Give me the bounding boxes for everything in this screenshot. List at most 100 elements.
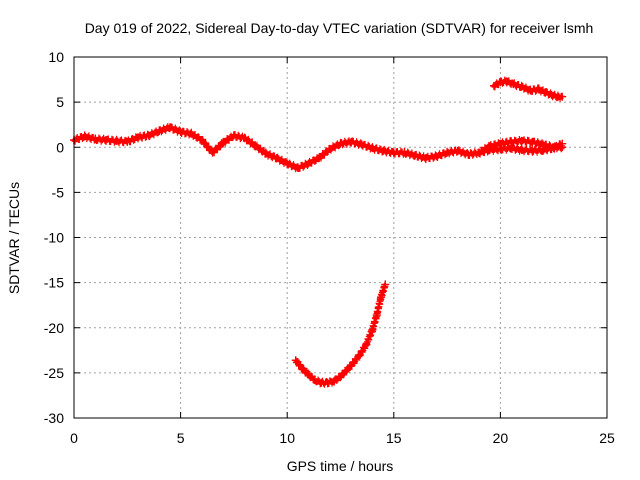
series-track	[292, 282, 389, 388]
data-point	[464, 150, 473, 159]
data-point	[293, 164, 302, 173]
series-track-lower-branch	[475, 139, 567, 158]
data-point	[310, 376, 319, 385]
x-tick-label: 20	[493, 430, 509, 446]
data-point	[547, 90, 556, 99]
x-axis-label: GPS time / hours	[287, 458, 394, 474]
data-point	[517, 145, 526, 154]
y-tick-label: 0	[56, 139, 64, 155]
data-point	[298, 364, 307, 373]
data-point	[272, 154, 281, 163]
x-tick-label: 10	[279, 430, 295, 446]
y-tick-label: -5	[52, 184, 65, 200]
data-point	[112, 136, 121, 145]
y-tick-label: -15	[44, 275, 64, 291]
data-point	[509, 80, 518, 89]
data-point	[502, 77, 511, 86]
data-point	[368, 144, 377, 153]
series-track	[490, 76, 565, 102]
data-point	[330, 376, 339, 385]
data-point	[304, 159, 313, 168]
data-point	[400, 148, 409, 157]
data-point	[528, 137, 537, 146]
data-point	[304, 370, 313, 379]
data-point	[528, 146, 537, 155]
data-point	[453, 146, 462, 155]
data-point	[165, 123, 174, 132]
data-point	[389, 148, 398, 157]
data-point	[558, 139, 567, 148]
y-tick-label: 10	[48, 49, 64, 65]
data-point	[372, 311, 381, 320]
data-point	[144, 131, 153, 140]
data-point	[496, 145, 505, 154]
data-point	[187, 129, 196, 138]
data-point	[325, 145, 334, 154]
series-track-upper	[490, 76, 567, 102]
data-point	[101, 136, 110, 145]
data-point	[342, 366, 351, 375]
data-point	[176, 127, 185, 136]
data-point	[539, 145, 548, 154]
data-point	[381, 280, 390, 289]
y-tick-label: -25	[44, 365, 64, 381]
data-point	[517, 82, 526, 91]
data-point	[549, 144, 558, 153]
x-tick-label: 5	[177, 430, 185, 446]
y-tick-label: -10	[44, 230, 64, 246]
data-point	[443, 148, 452, 157]
data-point	[526, 86, 535, 95]
data-point	[558, 92, 567, 101]
data-point	[517, 136, 526, 145]
data-point	[123, 137, 132, 146]
data-point	[349, 358, 358, 367]
data-point	[541, 88, 550, 97]
grid-lines	[74, 57, 607, 418]
data-point	[475, 148, 484, 157]
x-tick-label: 0	[70, 430, 78, 446]
data-point	[485, 145, 494, 154]
data-point	[80, 132, 89, 141]
data-point	[336, 372, 345, 381]
data-point	[208, 148, 217, 157]
data-point	[291, 356, 300, 365]
data-point	[411, 151, 420, 160]
x-tick-label: 15	[386, 430, 402, 446]
data-point	[315, 154, 324, 163]
data-point	[432, 152, 441, 161]
data-point	[219, 138, 228, 147]
data-point	[357, 140, 366, 149]
series-track-drop-arc	[291, 280, 390, 388]
data-point	[197, 136, 206, 145]
chart-title: Day 019 of 2022, Sidereal Day-to-day VTE…	[85, 20, 594, 36]
data-series	[70, 76, 567, 388]
data-point	[133, 133, 142, 142]
data-point	[155, 127, 164, 136]
data-point	[336, 139, 345, 148]
data-point	[240, 134, 249, 143]
data-point	[347, 137, 356, 146]
data-point	[283, 159, 292, 168]
y-tick-label: -20	[44, 320, 64, 336]
x-tick-label: 25	[599, 430, 615, 446]
data-point	[421, 154, 430, 163]
data-point	[496, 78, 505, 87]
data-point	[251, 141, 260, 150]
axis-ticks: 0 5 10 15 20 25 10 5 0 -5 -10 -15 -20 -25 -30	[44, 49, 615, 446]
y-tick-label: 5	[56, 94, 64, 110]
data-point	[323, 378, 332, 387]
y-axis-label: SDTVAR / TECUs	[6, 182, 22, 294]
data-point	[91, 135, 100, 144]
data-point	[507, 144, 516, 153]
data-point	[534, 85, 543, 94]
data-point	[377, 293, 386, 302]
data-point	[355, 350, 364, 359]
data-point	[229, 131, 238, 140]
data-point	[261, 149, 270, 158]
y-tick-label: -30	[44, 410, 64, 426]
data-point	[490, 81, 499, 90]
data-point	[368, 325, 377, 334]
data-point	[379, 146, 388, 155]
data-point	[362, 340, 371, 349]
